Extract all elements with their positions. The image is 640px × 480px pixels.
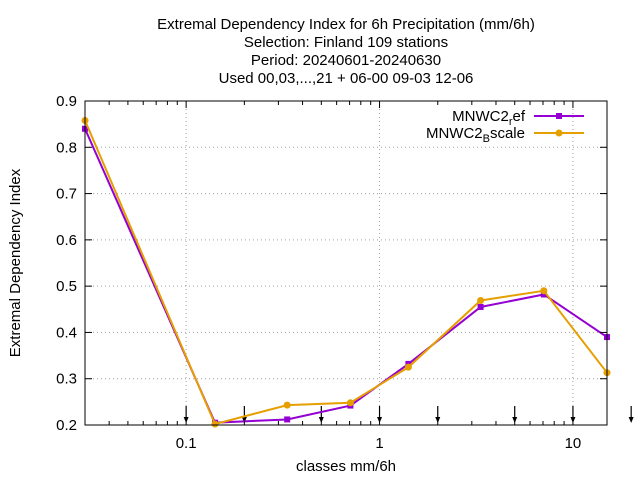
series-1	[82, 125, 610, 426]
axis-ticks: 0.2 0.3 0.4 0.5 0.6 0.7 0.8 0.9 0.1 1 10	[56, 93, 607, 452]
legend-entry-1: MNWC2ref	[452, 108, 584, 128]
legend-label: MNWC2ref	[452, 108, 526, 128]
y-tick-label: 0.6	[56, 232, 77, 249]
y-tick-label: 0.5	[56, 278, 77, 295]
title-line-2: Selection: Finland 109 stations	[244, 34, 448, 51]
title-line-3: Period: 20240601-20240630	[251, 52, 441, 69]
legend-entry-2: MNWC2Bscale	[426, 125, 584, 145]
title-line-1: Extremal Dependency Index for 6h Precipi…	[157, 16, 535, 33]
x-tick-label: 0.1	[176, 435, 197, 452]
data-point	[477, 303, 484, 310]
y-axis-label: Extremal Dependency Index	[7, 168, 24, 357]
series-group	[81, 116, 611, 428]
y-tick-label: 0.4	[56, 324, 77, 341]
data-point	[284, 416, 291, 423]
y-tick-label: 0.2	[56, 417, 77, 434]
legend-swatch-marker	[556, 113, 562, 119]
class-limit-arrow	[318, 406, 324, 423]
y-tick-label: 0.8	[56, 139, 77, 156]
data-point	[404, 363, 412, 371]
series-2	[81, 116, 611, 428]
data-point	[540, 291, 547, 298]
class-limit-arrow	[628, 406, 634, 423]
class-limit-arrow	[512, 406, 518, 423]
grid-lines	[85, 101, 607, 425]
legend-label: MNWC2Bscale	[426, 125, 525, 145]
series-line	[84, 120, 608, 426]
class-limit-arrow	[435, 406, 441, 423]
y-tick-label: 0.3	[56, 371, 77, 388]
data-point	[540, 287, 548, 295]
data-point	[211, 420, 219, 428]
y-tick-label: 0.7	[56, 186, 77, 203]
data-point	[283, 401, 291, 409]
legend-swatch-marker	[555, 129, 563, 137]
x-tick-label: 10	[565, 435, 582, 452]
chart-title: Extremal Dependency Index for 6h Precipi…	[157, 16, 535, 87]
data-point	[477, 296, 485, 304]
data-point	[346, 399, 354, 407]
class-limit-markers	[183, 406, 634, 423]
x-axis-label: classes mm/6h	[296, 458, 396, 475]
plot-frame	[84, 100, 608, 426]
y-tick-label: 0.9	[56, 93, 77, 110]
x-tick-label: 1	[375, 435, 383, 452]
title-line-4: Used 00,03,...,21 + 06-00 09-03 12-06	[219, 70, 474, 87]
